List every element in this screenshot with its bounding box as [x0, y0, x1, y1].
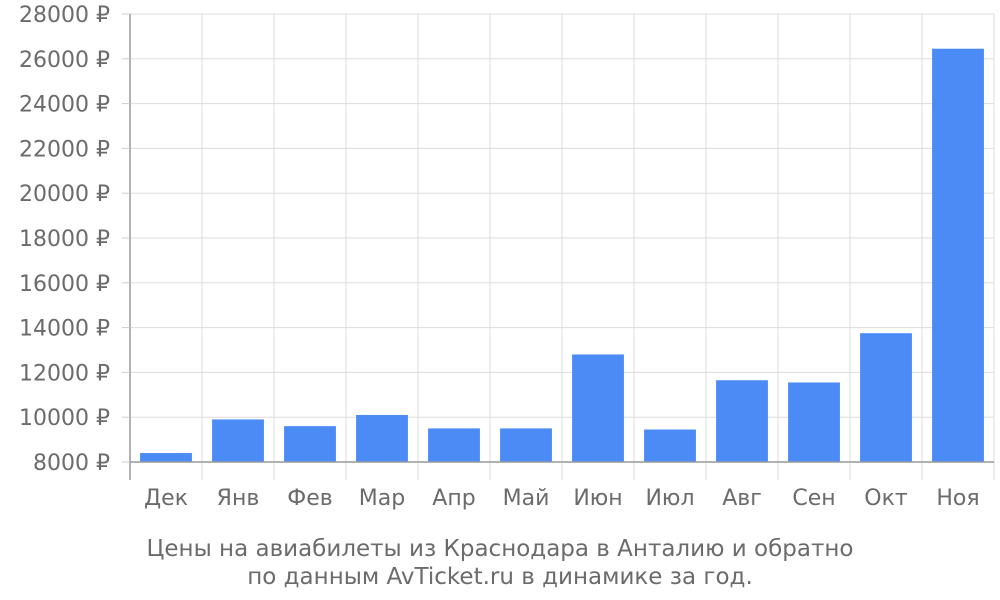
bar-8: [644, 429, 696, 462]
y-tick-label: 14000 ₽: [19, 317, 110, 342]
bar-11: [860, 333, 912, 462]
y-tick-label: 8000 ₽: [33, 451, 110, 476]
bar-4: [356, 414, 408, 462]
y-tick-label: 16000 ₽: [19, 272, 110, 297]
x-tick-label: Июл: [645, 486, 694, 511]
bar-5: [428, 428, 480, 462]
grid: [130, 13, 995, 463]
bar-6: [500, 428, 552, 462]
x-tick-label: Апр: [432, 486, 475, 511]
bar-9: [716, 380, 768, 462]
x-tick-label: Янв: [217, 486, 260, 511]
x-tick-label: Мар: [359, 486, 405, 511]
x-tick-label: Май: [503, 486, 550, 511]
bar-10: [788, 382, 840, 462]
bar-7: [572, 354, 624, 462]
x-tick-label: Дек: [144, 486, 188, 511]
axes: [122, 13, 995, 480]
x-tick-label: Ноя: [936, 486, 979, 511]
bar-12: [932, 48, 984, 462]
bar-1: [140, 453, 192, 462]
y-tick-label: 24000 ₽: [19, 93, 110, 118]
bars: [140, 48, 984, 462]
y-tick-label: 12000 ₽: [19, 361, 110, 386]
y-tick-label: 28000 ₽: [19, 3, 110, 28]
y-tick-label: 22000 ₽: [19, 137, 110, 162]
bar-2: [212, 419, 264, 462]
y-tick-label: 20000 ₽: [19, 182, 110, 207]
x-tick-label: Фев: [287, 486, 332, 511]
y-tick-labels: 8000 ₽ 10000 ₽ 12000 ₽ 14000 ₽ 16000 ₽ 18000 …: [19, 3, 110, 476]
x-tick-labels: Дек Янв Фев Мар Апр Май Июн Июл Авг Сен Окт Ноя: [144, 486, 980, 511]
x-tick-label: Сен: [792, 486, 835, 511]
bar-3: [284, 426, 336, 462]
x-tick-label: Окт: [864, 486, 908, 511]
caption-line-2: по данным AvTicket.ru в динамике за год.: [247, 564, 753, 590]
x-tick-label: Авг: [722, 486, 762, 511]
y-tick-label: 10000 ₽: [19, 406, 110, 431]
x-tick-label: Июн: [573, 486, 622, 511]
caption-line-1: Цены на авиабилеты из Краснодара в Антал…: [147, 536, 854, 562]
y-tick-label: 26000 ₽: [19, 48, 110, 73]
y-tick-label: 18000 ₽: [19, 227, 110, 252]
